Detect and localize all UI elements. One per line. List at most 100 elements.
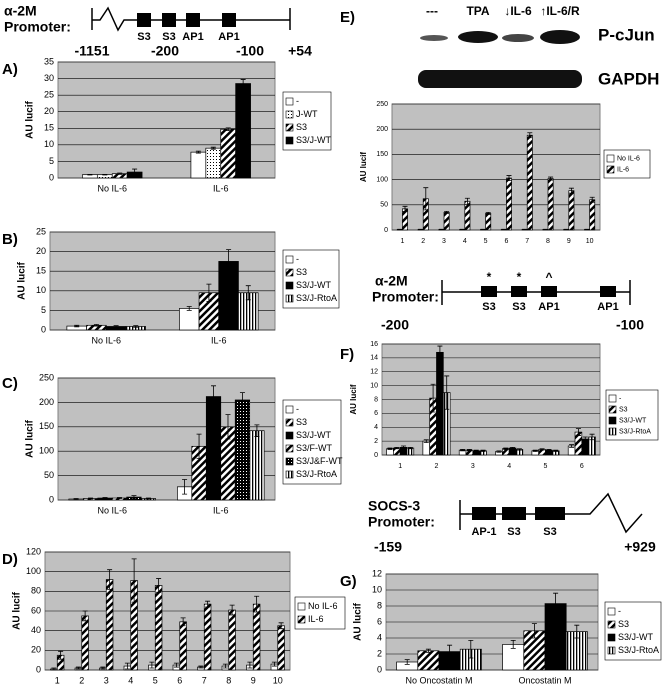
panel-label: G) [340,573,357,590]
diagram-label: SOCS-3 [368,498,420,514]
y-axis-label: AU lucif [349,384,358,415]
error-bar [132,168,138,176]
error-bar [51,667,57,671]
legend-label: S3 [296,417,307,427]
promoter-line [92,6,290,32]
y-tick-label: 60 [31,605,41,615]
error-bar [401,445,407,450]
error-bar [542,228,548,231]
panel-label: E) [340,9,355,26]
error-bar [423,439,429,443]
y-axis-label: AU lucif [25,419,36,457]
y-tick-label: 10 [372,584,382,594]
x-tick-label: 9 [567,238,571,245]
error-bar [444,210,450,214]
x-tick-label: No IL-6 [97,183,127,193]
position-label: +54 [288,43,312,59]
error-bar [133,325,139,328]
error-bar [58,650,64,660]
error-bar [254,424,260,437]
x-tick-label: 5 [484,238,488,245]
site-label: S3 [482,301,495,313]
legend-swatch [608,427,617,436]
y-tick-label: 8 [374,396,378,403]
error-bar [198,665,204,669]
y-tick-label: 6 [374,410,378,417]
x-tick-label: 7 [202,675,207,685]
x-tick-label: No IL-6 [91,335,121,345]
error-bar [397,228,403,231]
y-tick-label: 20 [36,246,46,256]
error-bar [418,228,424,231]
panel-label: A) [2,61,18,78]
error-bar [584,228,590,231]
error-bar [247,661,253,669]
site-label: AP-1 [471,526,496,538]
y-tick-label: 16 [370,341,378,348]
error-bar [480,228,486,231]
bar [277,625,285,671]
error-bar [278,622,284,630]
error-bar [196,433,202,459]
x-tick-label: 6 [580,463,584,470]
legend-swatch [285,123,294,132]
legend-label: - [296,96,299,106]
error-bar [575,428,581,436]
error-bar [464,197,470,205]
legend-label: S3/J-WT [296,430,332,440]
legend-swatch [285,281,294,290]
error-bar [229,604,235,616]
error-bar [553,592,559,615]
y-tick-label: 100 [39,446,54,456]
error-bar [503,447,509,450]
diagram-label: α-2M [375,273,408,289]
error-bar [239,392,245,408]
legend-label: S3/J-WT [296,280,332,290]
x-tick-label: 5 [544,463,548,470]
x-tick-label: 8 [546,238,550,245]
y-tick-label: 2 [377,648,382,658]
y-axis-label: AU lucif [12,591,23,629]
y-tick-label: 12 [372,568,382,578]
legend-label: S3/J-WT [296,135,332,145]
bar [252,603,261,671]
y-axis-label: AU lucif [17,261,28,299]
y-tick-label: 4 [377,632,382,642]
diagram-label: α-2M [4,3,37,19]
x-tick-label: 6 [177,675,182,685]
error-bar [131,558,137,603]
legend-swatch [606,154,615,163]
error-bar [180,617,186,627]
error-bar [149,661,155,669]
x-tick-label: 5 [153,675,158,685]
bar [190,151,207,179]
lane-label: ↓IL-6 [504,4,532,18]
bar [485,213,492,231]
legend-swatch [285,97,294,106]
error-bar [582,436,588,442]
lane-label: --- [426,4,438,18]
position-label: +929 [624,539,656,555]
error-bar [124,662,130,670]
error-bar [438,228,444,231]
error-bar [589,433,595,441]
error-bar [553,449,559,452]
bar [417,650,440,671]
bar [205,396,222,501]
error-bar [510,446,516,450]
error-bar [460,449,466,452]
error-bar [430,383,436,413]
bar [235,83,251,179]
y-tick-label: 10 [370,382,378,389]
bar [464,200,471,231]
site-label: AP1 [597,301,618,313]
error-bar [271,661,277,667]
y-tick-label: 4 [374,424,378,431]
y-tick-label: 0 [384,227,388,234]
bar [589,199,596,231]
site-box [186,13,200,27]
error-bar [459,228,465,231]
site-box [472,507,496,520]
site-box [511,286,527,297]
legend-label: S3 [618,619,629,629]
